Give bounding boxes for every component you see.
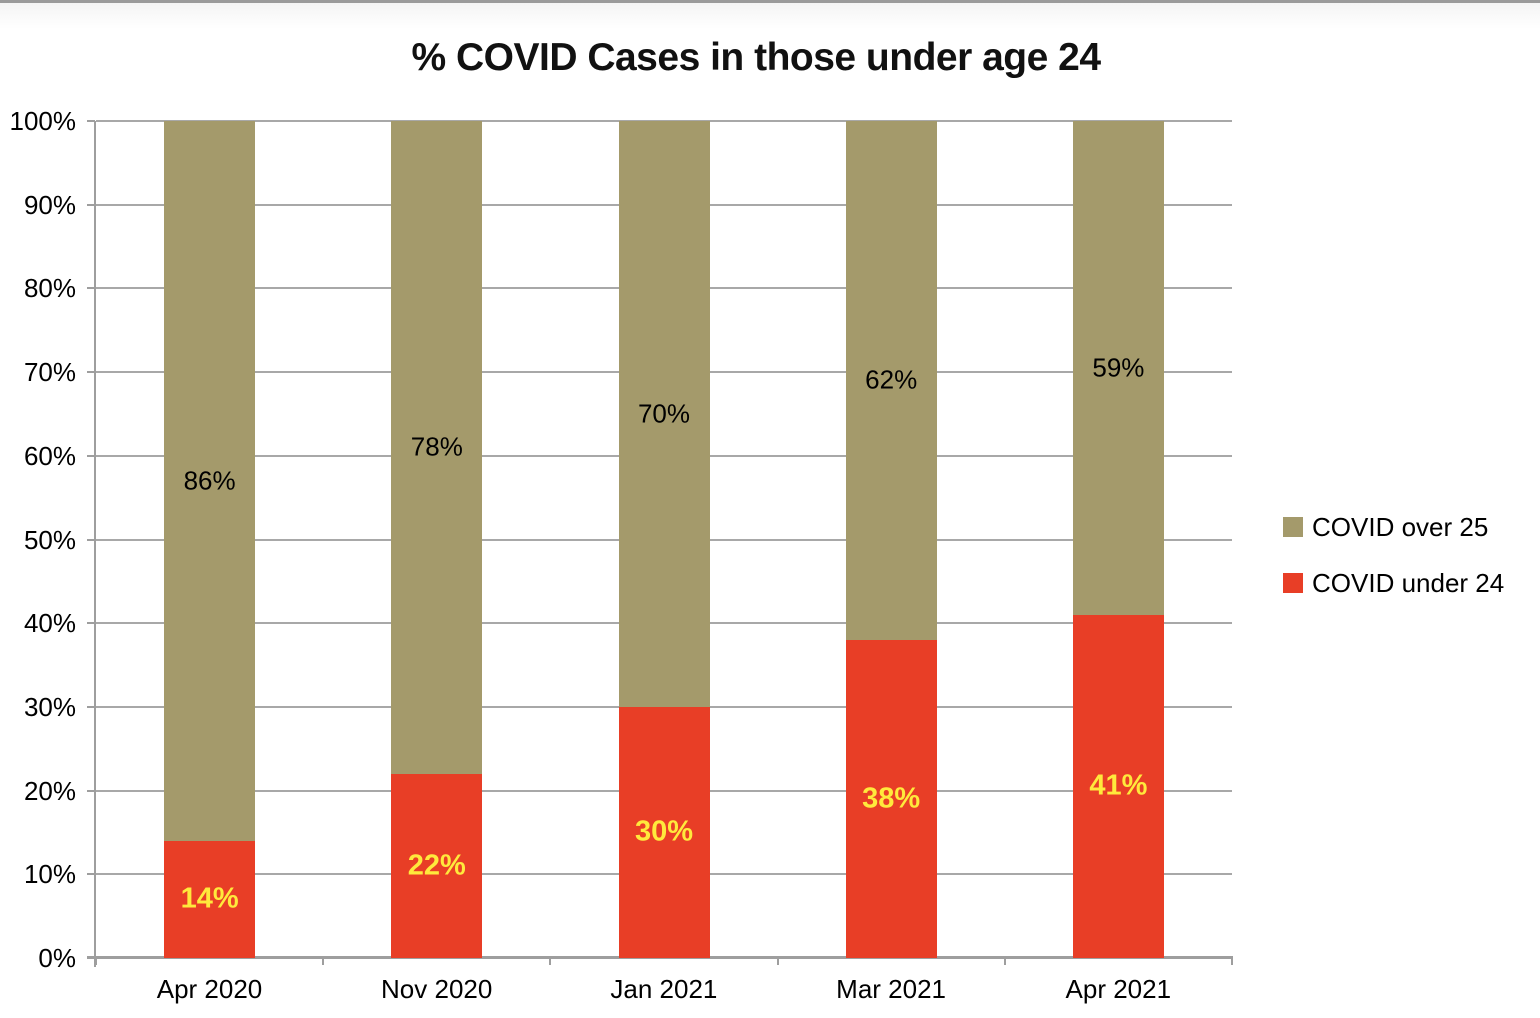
bar-segment-under-24 bbox=[391, 773, 483, 958]
chart-legend: COVID over 25 COVID under 24 bbox=[1283, 512, 1504, 624]
x-tick-label: Mar 2021 bbox=[836, 974, 947, 1004]
y-axis-tick bbox=[87, 622, 95, 625]
segment-label: 62% bbox=[865, 364, 918, 395]
y-tick-label: 10% bbox=[23, 859, 76, 890]
segment-label: 30% bbox=[634, 815, 694, 848]
y-axis-tick bbox=[87, 287, 95, 290]
bar-segment-over-25 bbox=[391, 121, 483, 774]
window-top-gradient bbox=[0, 3, 1540, 29]
y-tick-label: 100% bbox=[9, 106, 77, 136]
y-axis-tick bbox=[87, 120, 95, 122]
legend-item-under-24: COVID under 24 bbox=[1283, 568, 1504, 598]
bar-segment-over-25 bbox=[618, 121, 710, 707]
y-tick-label: 60% bbox=[23, 440, 76, 471]
y-tick-label: 40% bbox=[23, 608, 76, 639]
y-axis-tick bbox=[87, 371, 95, 374]
y-axis-tick bbox=[87, 538, 95, 541]
segment-label: 86% bbox=[183, 465, 236, 496]
bar-segment-over-25 bbox=[164, 121, 256, 841]
x-tick-label: Nov 2020 bbox=[381, 974, 493, 1004]
bar-segment-under-24 bbox=[164, 840, 256, 958]
segment-label: 14% bbox=[180, 882, 239, 915]
x-axis-tick bbox=[322, 956, 325, 965]
x-axis-tick bbox=[1231, 956, 1233, 965]
segment-label: 78% bbox=[410, 431, 463, 462]
y-axis-line bbox=[94, 121, 96, 967]
window-top-border bbox=[0, 0, 1540, 3]
legend-swatch-over-25 bbox=[1283, 517, 1303, 537]
bar-segment-over-25 bbox=[845, 121, 937, 640]
y-tick-label: 30% bbox=[23, 691, 76, 722]
y-tick-label: 80% bbox=[23, 273, 76, 304]
y-axis-tick bbox=[87, 705, 95, 708]
y-tick-label: 50% bbox=[23, 524, 76, 555]
y-axis-tick bbox=[87, 203, 95, 206]
y-tick-label: 70% bbox=[23, 357, 76, 388]
chart-title: % COVID Cases in those under age 24 bbox=[411, 36, 1101, 79]
x-tick-label: Apr 2021 bbox=[1065, 974, 1172, 1004]
bar-segment-under-24 bbox=[845, 639, 937, 958]
segment-label: 59% bbox=[1092, 352, 1145, 383]
segment-label: 38% bbox=[862, 782, 921, 815]
x-axis-tick bbox=[549, 956, 552, 965]
bar-segment-under-24 bbox=[1072, 614, 1164, 958]
y-tick-label: 90% bbox=[23, 189, 76, 220]
y-axis-tick bbox=[87, 789, 95, 792]
x-axis-tick bbox=[776, 956, 779, 965]
segment-label: 41% bbox=[1089, 769, 1148, 802]
x-tick-label: Apr 2020 bbox=[156, 974, 263, 1004]
bar-segment-under-24 bbox=[618, 706, 710, 958]
x-tick-label: Jan 2021 bbox=[610, 974, 718, 1004]
legend-swatch-under-24 bbox=[1283, 573, 1303, 593]
x-axis-tick bbox=[95, 956, 97, 965]
x-axis-tick bbox=[1003, 956, 1006, 965]
segment-label: 22% bbox=[407, 849, 466, 882]
bar-segment-over-25 bbox=[1072, 121, 1164, 615]
legend-label: COVID over 25 bbox=[1312, 511, 1489, 542]
segment-label: 70% bbox=[637, 398, 691, 429]
y-axis-tick bbox=[87, 454, 95, 457]
y-tick-label: 20% bbox=[23, 775, 76, 806]
y-tick-label: 0% bbox=[38, 943, 76, 973]
legend-item-over-25: COVID over 25 bbox=[1283, 512, 1504, 542]
y-axis-tick bbox=[87, 873, 95, 876]
legend-label: COVID under 24 bbox=[1312, 567, 1505, 598]
